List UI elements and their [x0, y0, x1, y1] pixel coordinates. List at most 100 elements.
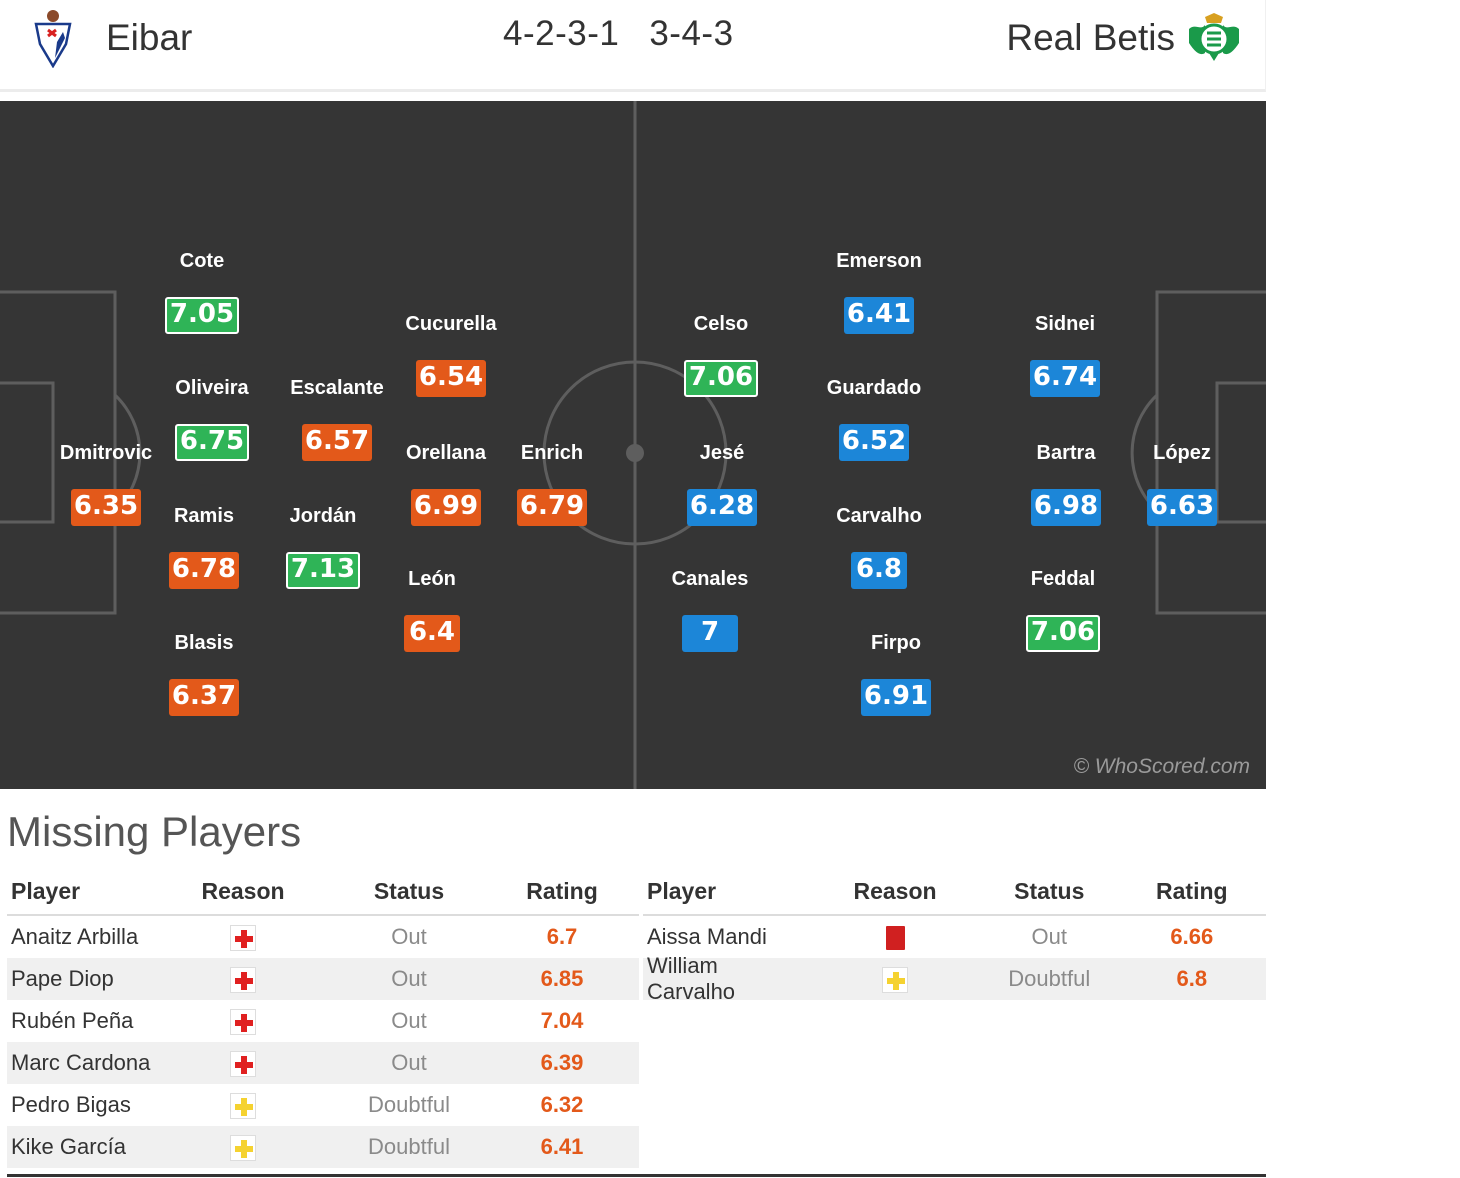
- player-name: Firpo: [871, 632, 921, 654]
- home-missing-table: Player Reason Status Rating Anaitz Arbil…: [7, 868, 639, 1168]
- player-rating-badge: 7.13: [285, 552, 361, 589]
- doubtful-icon: [882, 966, 908, 993]
- player-rating-badge: 6.41: [843, 297, 915, 334]
- player-name-cell[interactable]: William Carvalho: [647, 953, 736, 1004]
- away-player-marker[interactable]: Carvalho 6.8: [809, 504, 949, 589]
- status-cell: Doubtful: [368, 1134, 450, 1159]
- player-name: Dmitrovic: [59, 442, 153, 464]
- home-player-marker[interactable]: Dmitrovic 6.35: [36, 441, 176, 526]
- player-rating-badge: 7.06: [1025, 615, 1101, 652]
- player-rating-badge: 6.99: [410, 489, 482, 526]
- away-player-marker[interactable]: Bartra 6.98: [996, 441, 1136, 526]
- player-rating-badge: 6.54: [415, 360, 487, 397]
- player-name: Canales: [671, 568, 749, 590]
- player-name-cell[interactable]: Aissa Mandi: [647, 924, 767, 949]
- player-rating-badge: 6.28: [686, 489, 758, 526]
- away-team[interactable]: Real Betis: [1006, 8, 1243, 68]
- player-rating-badge: 6.52: [838, 424, 910, 461]
- home-team[interactable]: Eibar: [30, 8, 192, 68]
- away-player-marker[interactable]: López 6.63: [1112, 441, 1252, 526]
- status-column-header[interactable]: Status: [1014, 877, 1085, 904]
- home-player-marker[interactable]: Oliveira 6.75: [142, 376, 282, 461]
- away-player-marker[interactable]: Celso 7.06: [651, 312, 791, 397]
- match-header: Eibar 4-2-3-1 3-4-3 Real Betis: [0, 0, 1266, 92]
- player-name: Ramis: [173, 505, 235, 527]
- away-formation: 3-4-3: [649, 14, 734, 53]
- player-name-cell[interactable]: Pedro Bigas: [11, 1092, 131, 1117]
- player-rating-badge: 6.4: [404, 615, 460, 652]
- player-name: Bartra: [1036, 442, 1096, 464]
- doubtful-icon: [230, 1092, 256, 1119]
- player-rating-badge: 7: [682, 615, 738, 652]
- bottom-divider: [7, 1174, 1266, 1177]
- reason-column-header[interactable]: Reason: [201, 877, 285, 904]
- away-player-marker[interactable]: Jesé 6.28: [652, 441, 792, 526]
- home-formation: 4-2-3-1: [503, 14, 620, 53]
- player-rating-badge: 6.63: [1146, 489, 1218, 526]
- away-player-marker[interactable]: Emerson 6.41: [809, 249, 949, 334]
- table-row: Kike García Doubtful 6.41: [7, 1126, 639, 1168]
- player-column-header[interactable]: Player: [11, 877, 81, 904]
- player-rating-badge: 6.98: [1030, 489, 1102, 526]
- table-header: Player Reason Status Rating: [7, 868, 639, 916]
- reason-column-header[interactable]: Reason: [853, 877, 937, 904]
- home-player-marker[interactable]: Blasis 6.37: [134, 631, 274, 716]
- player-name: Oliveira: [175, 377, 249, 399]
- eibar-crest-icon: [34, 10, 72, 68]
- away-player-marker[interactable]: Firpo 6.91: [826, 631, 966, 716]
- reason-cell: [183, 1133, 303, 1161]
- player-name-cell[interactable]: Anaitz Arbilla: [11, 924, 139, 949]
- injury-icon: [230, 924, 256, 951]
- table-row: Pape Diop Out 6.85: [7, 958, 639, 1000]
- table-header: Player Reason Status Rating: [643, 868, 1266, 916]
- player-name: Sidnei: [1034, 313, 1095, 335]
- table-row: Rubén Peña Out 7.04: [7, 1000, 639, 1042]
- home-player-marker[interactable]: Orellana 6.99: [376, 441, 516, 526]
- rating-cell: 6.66: [1170, 924, 1214, 949]
- real-betis-crest-icon: [1189, 13, 1239, 61]
- rating-cell: 6.32: [540, 1092, 584, 1117]
- player-name: León: [408, 568, 456, 590]
- status-cell: Out: [1031, 924, 1067, 949]
- home-player-marker[interactable]: Enrich 6.79: [482, 441, 622, 526]
- player-column-header[interactable]: Player: [647, 877, 717, 904]
- player-name-cell[interactable]: Marc Cardona: [11, 1050, 151, 1075]
- rating-column-header[interactable]: Rating: [1156, 877, 1228, 904]
- away-player-marker[interactable]: Canales 7: [640, 567, 780, 652]
- home-player-marker[interactable]: Escalante 6.57: [267, 376, 407, 461]
- status-cell: Out: [391, 924, 427, 949]
- player-name: Carvalho: [836, 505, 922, 527]
- player-name-cell[interactable]: Rubén Peña: [11, 1008, 134, 1033]
- rating-cell: 6.8: [1176, 966, 1208, 991]
- doubtful-icon: [230, 1134, 256, 1161]
- reason-cell: [183, 1049, 303, 1077]
- table-row: William Carvalho Doubtful 6.8: [643, 953, 1266, 1004]
- away-player-marker[interactable]: Guardado 6.52: [804, 376, 944, 461]
- home-team-name: Eibar: [106, 17, 193, 58]
- home-player-marker[interactable]: Jordán 7.13: [253, 504, 393, 589]
- home-player-marker[interactable]: Cucurella 6.54: [381, 312, 521, 397]
- status-cell: Doubtful: [368, 1092, 450, 1117]
- player-name-cell[interactable]: Pape Diop: [11, 966, 114, 991]
- formations: 4-2-3-1 3-4-3: [503, 14, 734, 54]
- pitch: Dmitrovic 6.35 Cote 7.05 Oliveira 6.75 Ramis 6.…: [0, 101, 1266, 789]
- status-column-header[interactable]: Status: [373, 877, 445, 904]
- away-team-name: Real Betis: [1006, 17, 1175, 58]
- home-player-marker[interactable]: Cote 7.05: [132, 249, 272, 334]
- reason-cell: [809, 965, 981, 993]
- home-player-marker[interactable]: León 6.4: [362, 567, 502, 652]
- player-rating-badge: 6.57: [301, 424, 373, 461]
- player-name: Enrich: [520, 442, 584, 464]
- rating-column-header[interactable]: Rating: [526, 877, 598, 904]
- player-name: Feddal: [1030, 568, 1096, 590]
- player-rating-badge: 6.8: [851, 552, 907, 589]
- player-name: Escalante: [290, 377, 384, 399]
- home-player-marker[interactable]: Ramis 6.78: [134, 504, 274, 589]
- player-rating-badge: 6.91: [860, 679, 932, 716]
- rating-cell: 6.41: [540, 1134, 584, 1159]
- away-player-marker[interactable]: Sidnei 6.74: [995, 312, 1135, 397]
- player-name-cell[interactable]: Kike García: [11, 1134, 126, 1159]
- injury-icon: [230, 1008, 256, 1035]
- away-player-marker[interactable]: Feddal 7.06: [993, 567, 1133, 652]
- status-cell: Out: [391, 966, 427, 991]
